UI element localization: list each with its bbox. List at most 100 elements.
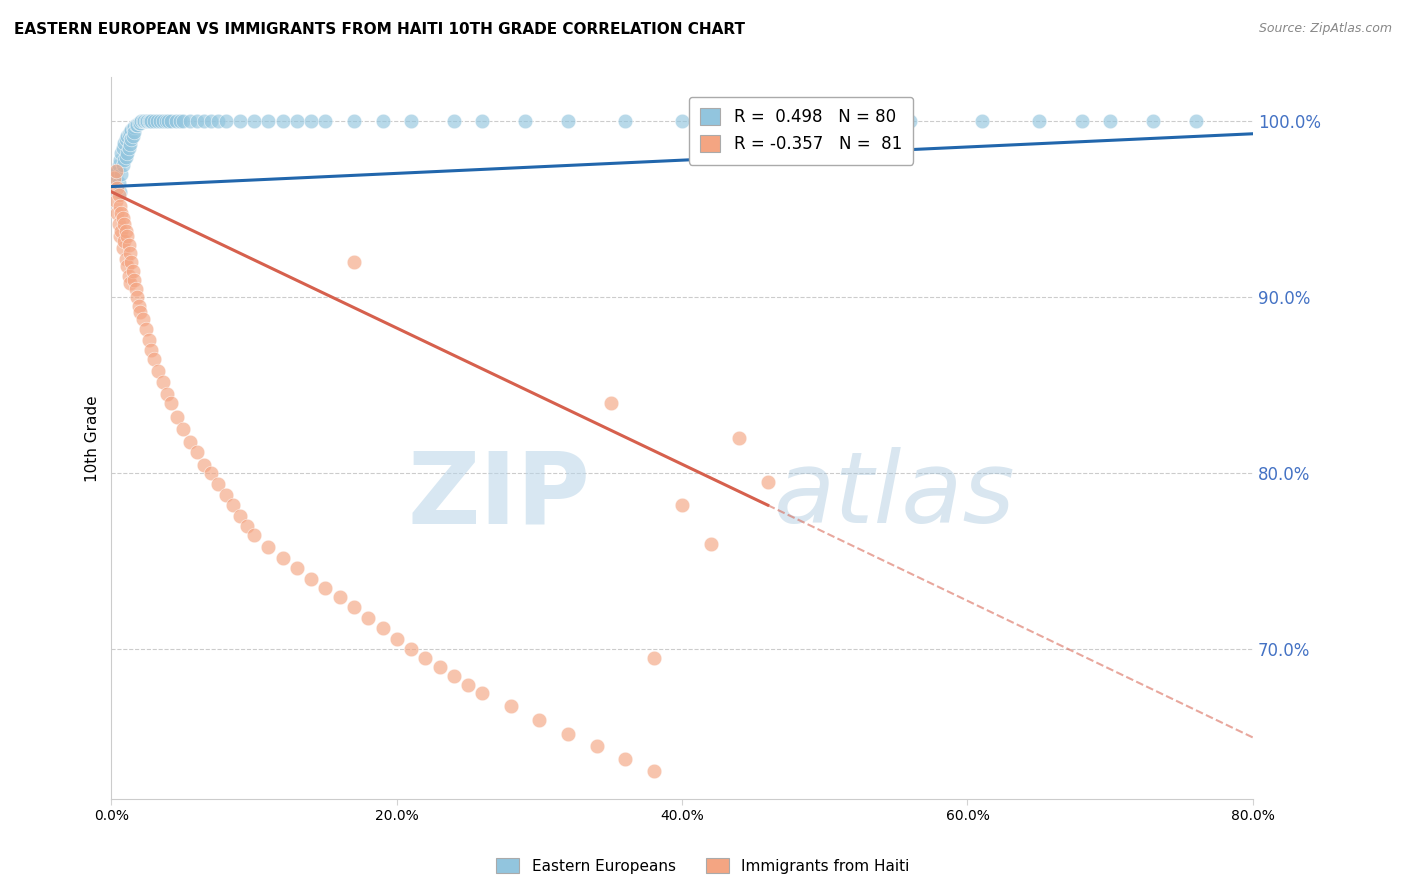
- Point: [614, 751, 637, 765]
- Point: [138, 114, 160, 128]
- Point: [111, 141, 134, 155]
- Point: [117, 141, 139, 155]
- Point: [138, 333, 160, 347]
- Point: [136, 114, 159, 128]
- Point: [1028, 114, 1050, 128]
- Point: [122, 120, 145, 134]
- Point: [146, 114, 169, 128]
- Point: [271, 114, 294, 128]
- Point: [115, 259, 138, 273]
- Point: [107, 158, 129, 172]
- Point: [671, 114, 693, 128]
- Point: [111, 158, 134, 172]
- Point: [104, 194, 127, 208]
- Point: [214, 114, 236, 128]
- Point: [970, 114, 993, 128]
- Point: [104, 163, 127, 178]
- Point: [443, 669, 465, 683]
- Point: [165, 114, 187, 128]
- Text: Source: ZipAtlas.com: Source: ZipAtlas.com: [1258, 22, 1392, 36]
- Point: [120, 123, 142, 137]
- Point: [160, 396, 183, 410]
- Point: [120, 132, 142, 146]
- Point: [329, 590, 352, 604]
- Point: [643, 651, 665, 665]
- Point: [599, 396, 621, 410]
- Point: [343, 114, 366, 128]
- Point: [132, 114, 155, 128]
- Point: [529, 713, 551, 727]
- Point: [557, 727, 579, 741]
- Point: [314, 581, 336, 595]
- Point: [671, 498, 693, 512]
- Point: [121, 264, 143, 278]
- Point: [229, 508, 252, 523]
- Point: [143, 114, 166, 128]
- Point: [614, 114, 637, 128]
- Point: [149, 114, 172, 128]
- Point: [200, 467, 222, 481]
- Point: [108, 185, 131, 199]
- Point: [103, 170, 125, 185]
- Point: [471, 114, 494, 128]
- Point: [166, 410, 188, 425]
- Point: [186, 445, 208, 459]
- Point: [699, 537, 721, 551]
- Point: [139, 114, 162, 128]
- Point: [117, 269, 139, 284]
- Point: [314, 114, 336, 128]
- Point: [157, 114, 180, 128]
- Point: [118, 137, 141, 152]
- Point: [399, 642, 422, 657]
- Point: [243, 528, 266, 542]
- Point: [172, 422, 194, 436]
- Point: [413, 651, 436, 665]
- Point: [114, 252, 136, 266]
- Point: [1070, 114, 1092, 128]
- Text: atlas: atlas: [773, 448, 1015, 544]
- Point: [515, 114, 537, 128]
- Point: [108, 153, 131, 168]
- Point: [114, 223, 136, 237]
- Point: [127, 290, 149, 304]
- Point: [1099, 114, 1122, 128]
- Point: [127, 118, 149, 132]
- Point: [900, 114, 922, 128]
- Point: [343, 600, 366, 615]
- Point: [110, 206, 132, 220]
- Point: [110, 167, 132, 181]
- Point: [229, 114, 252, 128]
- Point: [114, 150, 136, 164]
- Point: [128, 299, 150, 313]
- Point: [143, 352, 166, 367]
- Point: [169, 114, 191, 128]
- Point: [172, 114, 194, 128]
- Point: [186, 114, 208, 128]
- Point: [128, 116, 150, 130]
- Point: [141, 343, 163, 358]
- Point: [117, 237, 139, 252]
- Point: [111, 241, 134, 255]
- Point: [114, 132, 136, 146]
- Point: [557, 114, 579, 128]
- Point: [371, 114, 394, 128]
- Point: [105, 181, 128, 195]
- Point: [236, 519, 259, 533]
- Point: [285, 114, 308, 128]
- Point: [1142, 114, 1164, 128]
- Point: [134, 114, 156, 128]
- Point: [385, 632, 408, 646]
- Point: [152, 375, 174, 389]
- Point: [471, 686, 494, 700]
- Point: [152, 114, 174, 128]
- Point: [429, 660, 451, 674]
- Point: [115, 128, 138, 143]
- Point: [112, 136, 135, 150]
- Point: [132, 311, 155, 326]
- Point: [179, 114, 201, 128]
- Point: [585, 739, 607, 754]
- Point: [131, 114, 153, 128]
- Point: [271, 550, 294, 565]
- Point: [399, 114, 422, 128]
- Point: [299, 572, 322, 586]
